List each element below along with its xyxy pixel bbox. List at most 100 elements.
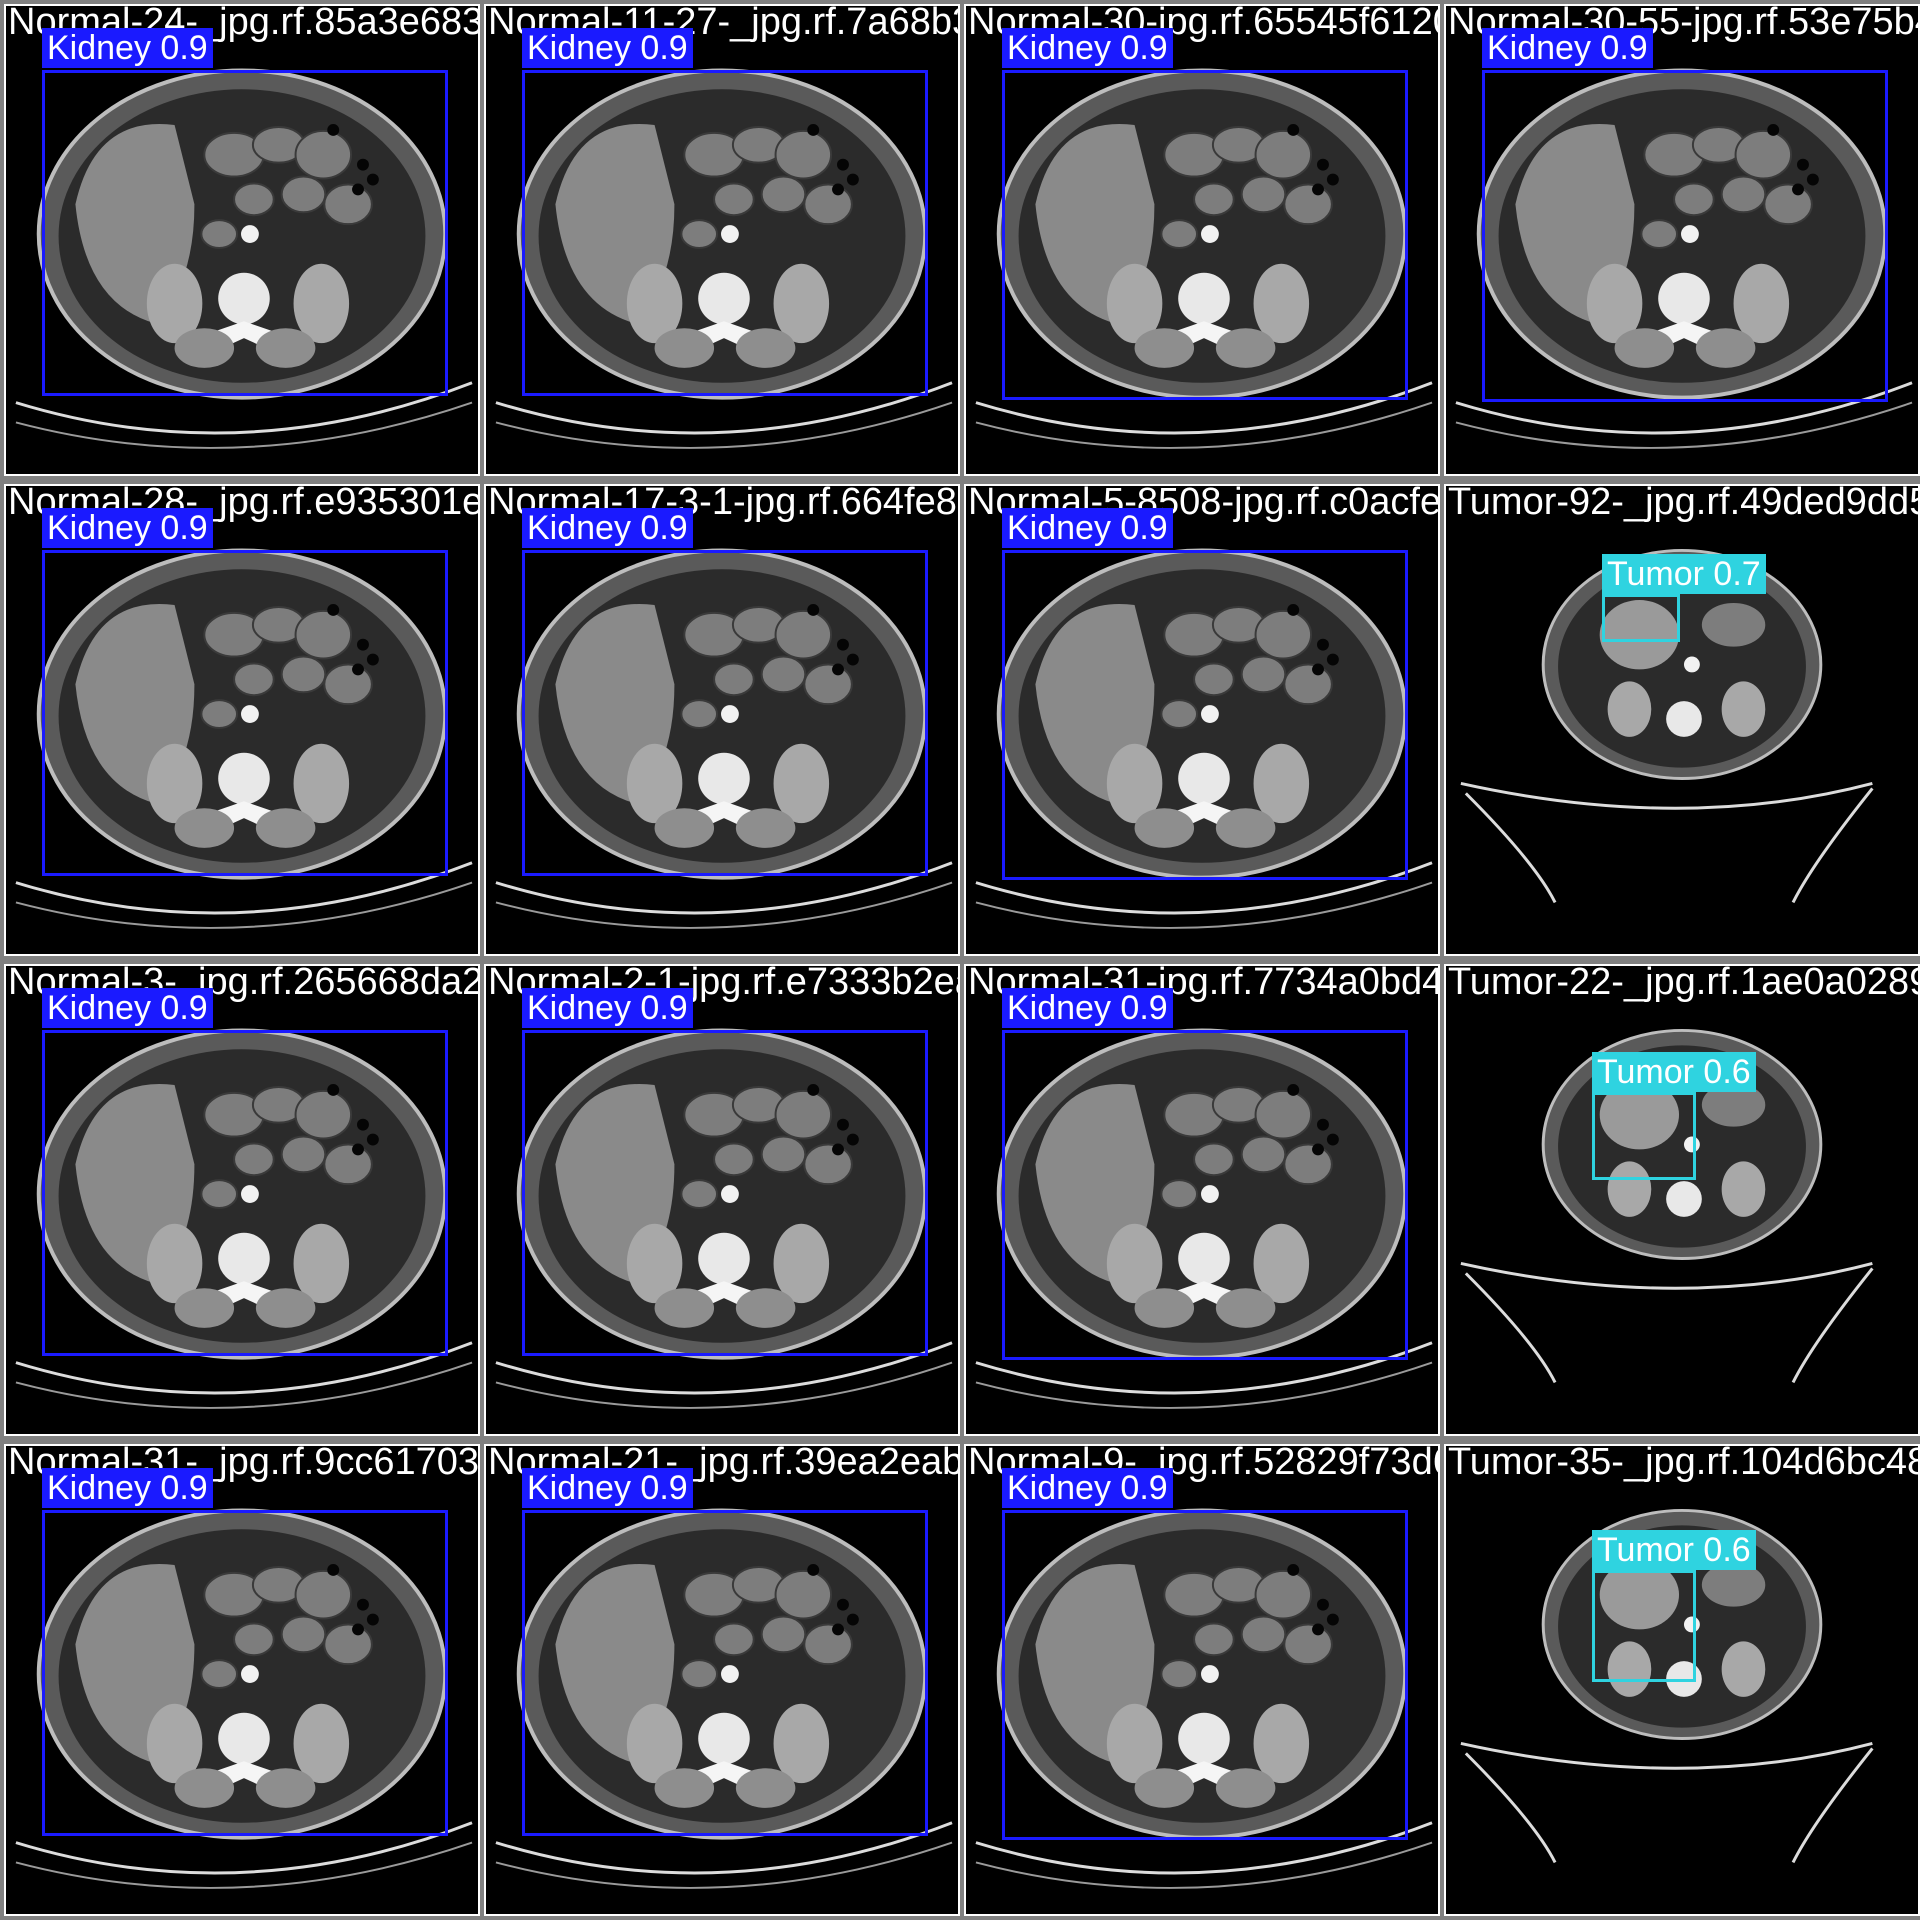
- kidney-bounding-box: [42, 1030, 448, 1356]
- kidney-detection-label: Kidney 0.9: [522, 28, 693, 68]
- paraspinal-muscle: [654, 1768, 715, 1808]
- left-kidney: [1253, 263, 1310, 344]
- tumor-detection-label: Tumor 0.6: [1592, 1530, 1756, 1570]
- ct-table-curve: [975, 1841, 1433, 1889]
- bowel-loop: [760, 655, 807, 694]
- result-tile: Normal-31-_jpg.rf.9cc617031 Kidney 0.9: [4, 1444, 480, 1916]
- ct-table-curve: [495, 1361, 953, 1409]
- vertebra: [1666, 701, 1702, 737]
- result-tile: Normal-17-3-1-jpg.rf.664fe8cc00fKidney 0…: [484, 484, 960, 956]
- result-tile: Tumor-35-_jpg.rf.104d6bc48 Tumor 0.6: [1444, 1444, 1920, 1916]
- vertebra: [218, 752, 270, 805]
- paraspinal-muscle: [174, 1288, 235, 1328]
- gas-pocket: [357, 1118, 369, 1131]
- bowel-loop: [774, 609, 833, 660]
- result-tile: Normal-31-jpg.rf.7734a0bd4a Kidney 0.9: [964, 964, 1440, 1436]
- kidney-detection-label: Kidney 0.9: [42, 988, 213, 1028]
- gas-pocket: [832, 183, 844, 196]
- vertebra: [1658, 272, 1710, 325]
- kidney-bounding-box: [522, 70, 928, 396]
- bowel-loop: [680, 1659, 719, 1689]
- bowel-loop: [1193, 662, 1235, 697]
- kidney-bounding-box: [42, 70, 448, 396]
- bowel-loop: [1640, 219, 1679, 249]
- paraspinal-muscle: [735, 1768, 796, 1808]
- gas-pocket: [366, 173, 379, 186]
- bowel-loop: [1193, 182, 1235, 217]
- gas-pocket: [1317, 638, 1329, 651]
- result-tile: Normal-28-_jpg.rf.e935301e1 Kidney 0.9: [4, 484, 480, 956]
- gas-pocket: [832, 1143, 844, 1156]
- bowel-loop: [713, 662, 755, 697]
- bowel-loop: [280, 1135, 327, 1174]
- gas-pocket: [1312, 663, 1324, 676]
- ct-table-curve: [15, 861, 473, 915]
- result-tile: Normal-9-_jpg.rf.52829f73d6 Kidney 0.9: [964, 1444, 1440, 1916]
- gas-pocket: [1317, 158, 1329, 171]
- tumor-detection-label: Tumor 0.7: [1602, 554, 1766, 594]
- left-kidney: [1253, 743, 1310, 824]
- paraspinal-muscle: [174, 328, 235, 368]
- bowel-loop: [760, 1135, 807, 1174]
- right-kidney: [146, 743, 203, 824]
- ct-slice: [495, 1508, 953, 1889]
- tumor-bounding-box: [1602, 594, 1680, 642]
- ct-scan-image: [975, 1028, 1433, 1409]
- kidney-bounding-box: [1002, 70, 1408, 400]
- ct-table-curve: [975, 861, 1433, 915]
- paraspinal-muscle: [1215, 328, 1276, 368]
- tumor-bounding-box: [1592, 1092, 1696, 1180]
- bowel-loop: [774, 129, 833, 180]
- bowel-loop: [294, 1089, 353, 1140]
- vertebra: [1666, 1181, 1702, 1217]
- kidney-detection-label: Kidney 0.9: [522, 508, 693, 548]
- aorta: [721, 1185, 739, 1203]
- bowel-loop: [1254, 609, 1313, 660]
- vertebra: [698, 1712, 750, 1765]
- bowel-loop: [1240, 655, 1287, 694]
- left-kidney: [773, 1223, 830, 1304]
- aorta: [721, 225, 739, 243]
- right-kidney: [1586, 263, 1643, 344]
- gas-pocket: [1326, 653, 1339, 666]
- ct-table-curve: [975, 1821, 1433, 1875]
- left-kidney: [1721, 1641, 1766, 1697]
- paraspinal-muscle: [1134, 328, 1195, 368]
- kidney-bounding-box: [522, 1030, 928, 1356]
- vertebra: [218, 272, 270, 325]
- gas-pocket: [352, 1623, 364, 1636]
- aorta: [721, 1665, 739, 1683]
- left-kidney: [773, 1703, 830, 1784]
- ct-scan-image: [495, 548, 953, 929]
- gas-pocket: [846, 653, 859, 666]
- vertebra: [1178, 272, 1230, 325]
- ct-scan-image: [1455, 68, 1913, 449]
- ct-slice: [495, 548, 953, 929]
- bowel-loop: [1254, 1569, 1313, 1620]
- bowel-loop: [280, 655, 327, 694]
- paraspinal-muscle: [1134, 1768, 1195, 1808]
- bowel-loop: [713, 1142, 755, 1177]
- gas-pocket: [1797, 158, 1809, 171]
- result-tile: Tumor-92-_jpg.rf.49ded9dd5 Tumor 0.7: [1444, 484, 1920, 956]
- aorta: [721, 705, 739, 723]
- paraspinal-muscle: [174, 808, 235, 848]
- bowel-loop: [1701, 603, 1766, 647]
- gas-pocket: [1287, 1563, 1300, 1576]
- gas-pocket: [1326, 1613, 1339, 1626]
- gas-pocket: [807, 1563, 820, 1576]
- bowel-loop: [1240, 175, 1287, 214]
- ct-table-curve: [15, 1821, 473, 1875]
- gas-pocket: [1287, 123, 1300, 136]
- kidney-bounding-box: [522, 550, 928, 876]
- left-kidney: [1721, 1161, 1766, 1217]
- ct-table-curve: [495, 381, 953, 435]
- paraspinal-muscle: [1614, 328, 1675, 368]
- paraspinal-muscle: [255, 328, 316, 368]
- ct-slice: [1460, 548, 1874, 904]
- aorta: [1681, 225, 1699, 243]
- result-tile: Normal-30-55-jpg.rf.53e75b45aKidney 0.9: [1444, 4, 1920, 476]
- ct-table-curve: [495, 1821, 953, 1875]
- kidney-detection-label: Kidney 0.9: [1002, 508, 1173, 548]
